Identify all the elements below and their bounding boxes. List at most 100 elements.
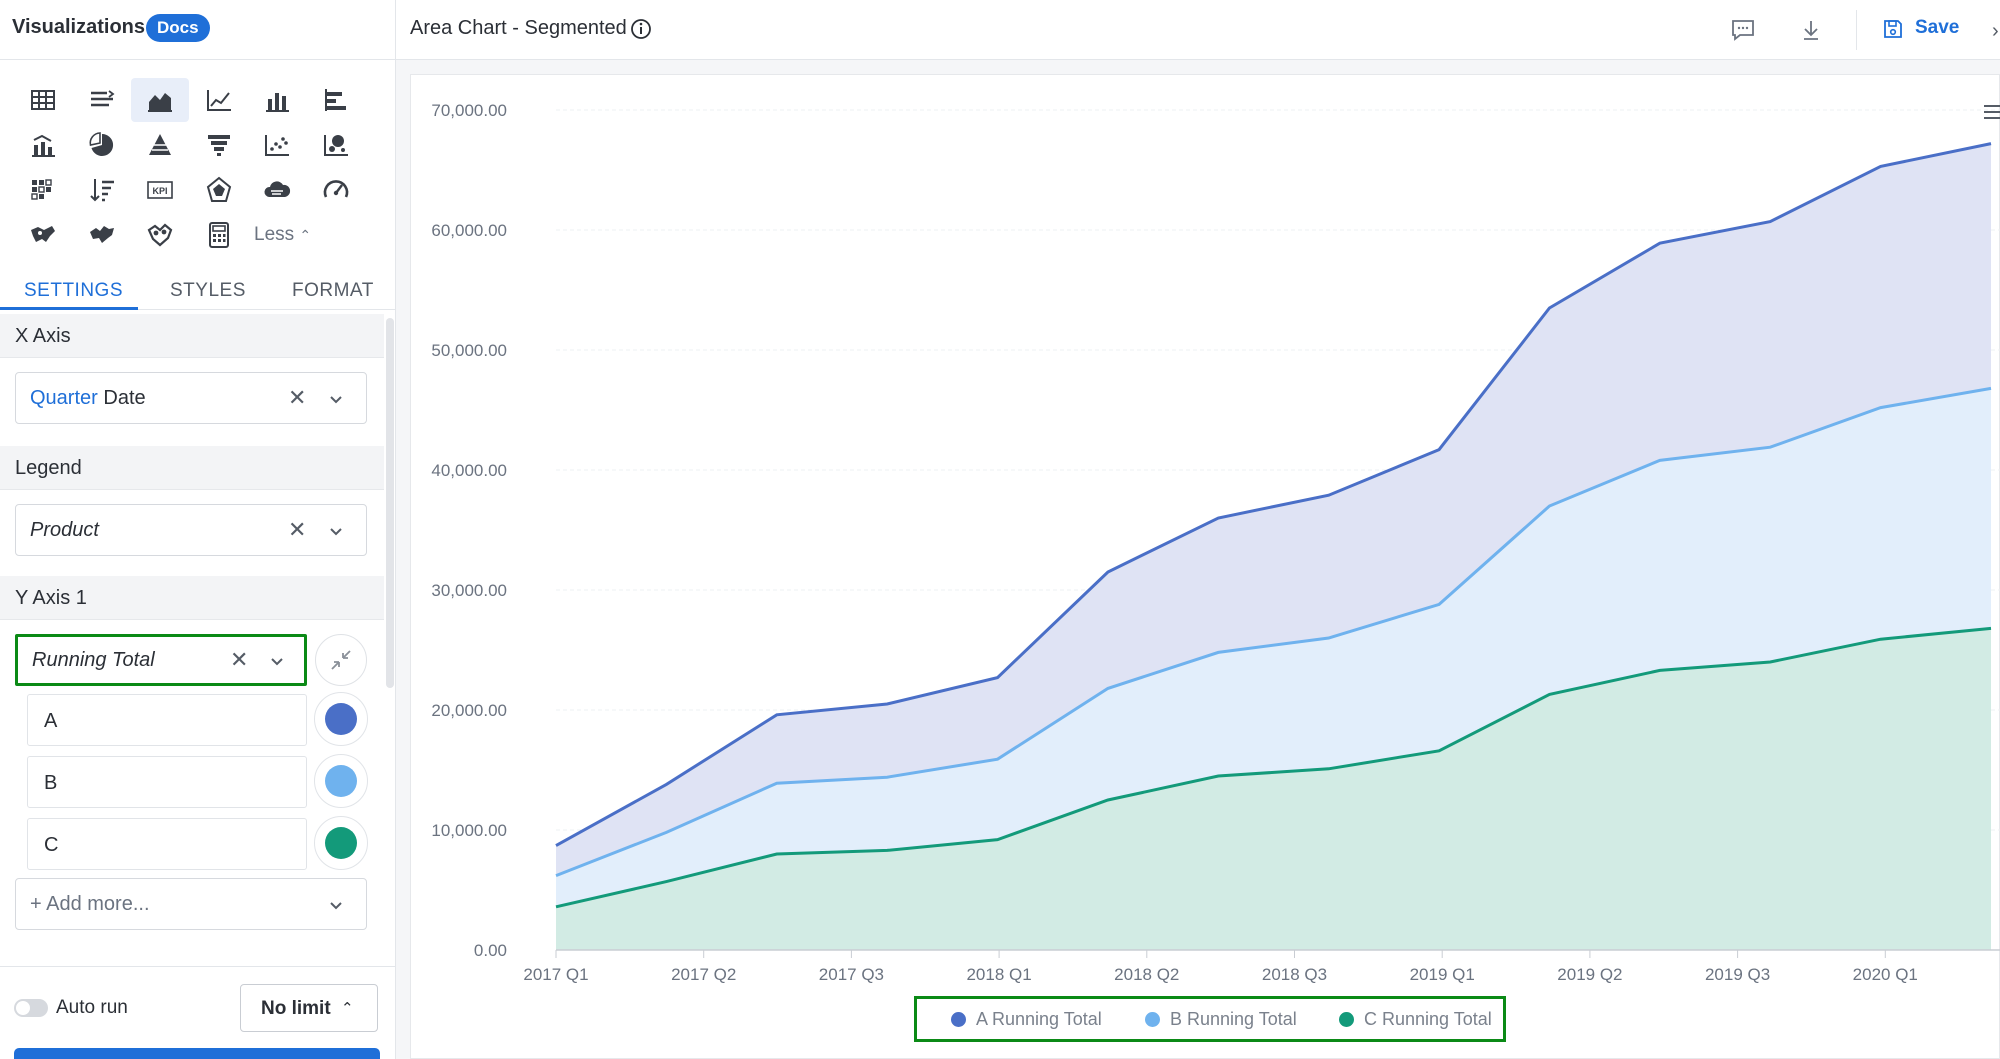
comment-icon[interactable] [1730,17,1756,43]
x-tick-label: 2018 Q1 [966,965,1031,984]
geo-map-icon[interactable] [73,213,131,257]
map-icon[interactable] [14,213,72,257]
table-icon[interactable] [14,78,72,122]
area-chart: 0.00 10,000.00 20,000.00 30,000.00 40,000.00… [431,101,2000,984]
auto-run-label: Auto run [56,997,128,1018]
legend-field[interactable]: Product ✕ [15,504,367,556]
info-icon[interactable] [630,18,652,40]
y-tick-label: 10,000.00 [431,821,507,840]
kpi-icon[interactable]: KPI [131,168,189,212]
add-more-dropdown[interactable]: + Add more... [15,878,367,930]
combo-chart-icon[interactable] [14,123,72,167]
hamburger-menu-icon[interactable] [1983,103,2000,121]
x-tick-label: 2017 Q1 [523,965,588,984]
x-tick-label: 2019 Q3 [1705,965,1770,984]
horizontal-bar-icon[interactable] [307,78,365,122]
legend-label: A Running Total [976,1008,1102,1029]
download-icon[interactable] [1798,17,1824,43]
legend-field-text: Product [30,519,99,541]
scatter-icon[interactable] [248,123,306,167]
chart-canvas-area: 0.00 10,000.00 20,000.00 30,000.00 40,000.00… [396,60,2000,1059]
series-label: C [44,834,59,856]
series-label: B [44,772,58,794]
bar-chart-icon[interactable] [248,78,306,122]
series-label: A [44,710,58,732]
radar-icon[interactable] [190,168,248,212]
y-tick-label: 20,000.00 [431,701,507,720]
y-tick-label: 30,000.00 [431,581,507,600]
series-line-a [555,142,1992,847]
area-chart-icon[interactable] [131,78,189,122]
x-axis-field[interactable]: Quarter Date ✕ [15,372,367,424]
legend-label: B Running Total [1170,1008,1297,1029]
toggle-knob [16,1001,30,1015]
save-icon[interactable] [1882,18,1904,40]
add-more-placeholder: + Add more... [30,893,150,915]
word-cloud-icon[interactable] [248,168,306,212]
legend-item-c[interactable]: C Running Total [1339,999,1492,1039]
y-axis-field[interactable]: Running Total ✕ [15,634,307,686]
x-tick-label: 2019 Q1 [1410,965,1475,984]
y-axis-label: Y Axis 1 [15,587,87,609]
line-chart-icon[interactable] [190,78,248,122]
panel-header: Visualizations Docs [0,0,395,60]
series-row-a[interactable]: A [27,694,307,746]
chevron-right-icon[interactable]: › [1992,20,1999,42]
region-map-icon[interactable] [131,213,189,257]
x-tick-label: 2018 Q2 [1114,965,1179,984]
color-swatch [325,765,357,797]
series-row-b[interactable]: B [27,756,307,808]
collapse-arrows-button[interactable] [315,634,367,686]
chart-card: 0.00 10,000.00 20,000.00 30,000.00 40,000.00… [410,74,2000,1059]
sorted-bar-icon[interactable] [73,168,131,212]
x-tick-label: 2017 Q3 [819,965,884,984]
chevron-down-icon[interactable] [327,521,345,543]
chevron-down-icon[interactable] [327,895,345,917]
docs-badge[interactable]: Docs [146,14,210,42]
clear-icon[interactable]: ✕ [288,517,307,542]
legend-item-a[interactable]: A Running Total [951,999,1102,1039]
save-button[interactable]: Save [1915,17,1960,38]
series-line-c [555,626,1992,909]
row-limit-dropdown[interactable]: No limit ⌃ [240,984,378,1032]
x-axis-aggregation: Quarter [30,387,98,409]
tab-styles[interactable]: STYLES [170,280,246,301]
gauge-icon[interactable] [307,168,365,212]
auto-run-toggle[interactable] [14,999,48,1017]
less-label: Less [254,224,295,245]
collapse-arrows-icon [331,650,351,670]
series-row-c[interactable]: C [27,818,307,870]
bubble-icon[interactable] [307,123,365,167]
active-tab-indicator [0,307,138,310]
visualizations-panel: Visualizations Docs KPI Less ⌃ SETTINGS … [0,0,396,1059]
tab-settings[interactable]: SETTINGS [24,280,124,301]
panel-title: Visualizations [12,16,146,38]
clear-icon[interactable]: ✕ [230,647,249,672]
x-axis-column: Date [103,387,146,409]
calculator-icon[interactable] [190,213,248,257]
legend-label: C Running Total [1364,1008,1492,1029]
legend-dot [1145,1011,1160,1027]
svg-text:KPI: KPI [152,186,167,196]
heatmap-icon[interactable] [14,168,72,212]
panel-scrollbar[interactable] [386,318,394,688]
clear-icon[interactable]: ✕ [288,385,307,410]
color-picker-c[interactable] [314,816,368,870]
chevron-down-icon[interactable] [327,389,345,411]
color-picker-b[interactable] [314,754,368,808]
run-button[interactable] [14,1048,380,1059]
chart-title: Area Chart - Segmented [410,17,627,39]
color-picker-a[interactable] [314,692,368,746]
y-tick-label: 50,000.00 [431,341,507,360]
funnel-icon[interactable] [190,123,248,167]
chevron-down-icon[interactable] [268,651,286,673]
pivot-table-icon[interactable] [73,78,131,122]
pie-chart-icon[interactable] [73,123,131,167]
pyramid-icon[interactable] [131,123,189,167]
less-toggle[interactable]: Less ⌃ [254,224,311,246]
y-tick-label: 0.00 [474,941,507,960]
x-tick-label: 2017 Q2 [671,965,736,984]
legend-dot [1339,1011,1354,1027]
legend-item-b[interactable]: B Running Total [1145,999,1297,1039]
tab-format[interactable]: FORMAT [292,280,374,301]
